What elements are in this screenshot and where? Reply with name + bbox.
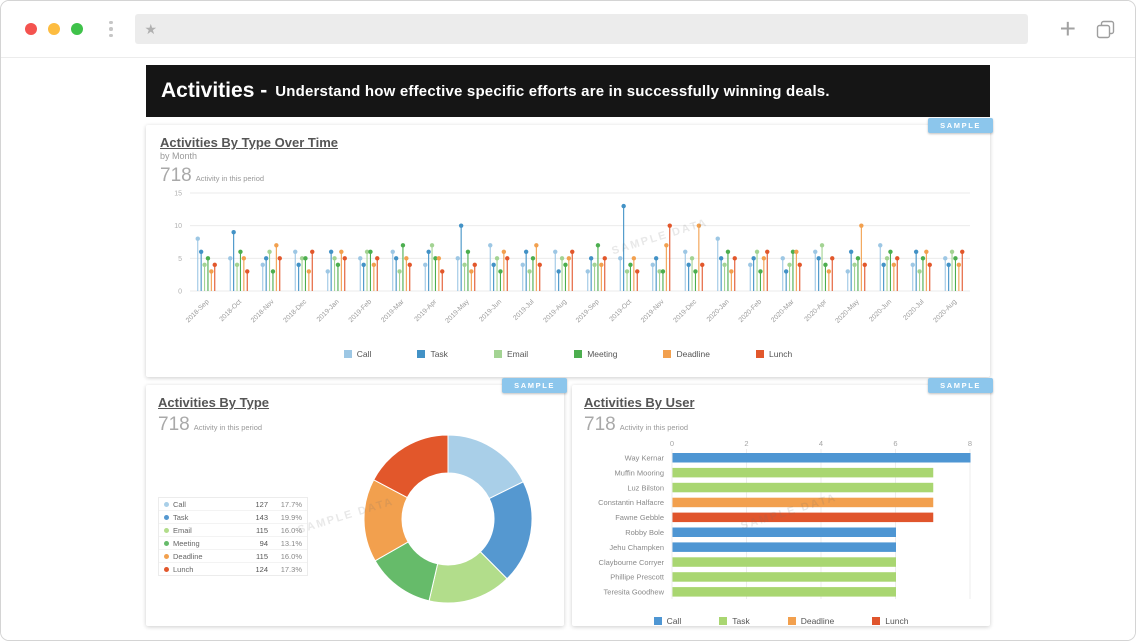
activities-over-time-chart: 0 5 10 15 2018-Sep 2018-Oct 2018-Nov 2018-Dec 20… xyxy=(174,191,970,325)
svg-text:2019-Feb: 2019-Feb xyxy=(348,298,374,324)
svg-text:2018-Nov: 2018-Nov xyxy=(250,298,276,324)
sample-badge: SAMPLE xyxy=(502,378,567,393)
legend-item-lunch: Lunch xyxy=(872,616,908,626)
svg-text:2018-Sep: 2018-Sep xyxy=(185,298,211,324)
svg-text:Teresita Goodhew: Teresita Goodhew xyxy=(604,588,665,597)
card-subtitle-by-month: by Month xyxy=(160,151,198,161)
activities-by-type-donut-chart xyxy=(363,434,533,604)
bookmark-star-icon[interactable]: ★ xyxy=(144,21,158,37)
svg-text:Jehu Champken: Jehu Champken xyxy=(609,543,664,552)
type-legend-row-meeting: Meeting 94 13.1% xyxy=(159,537,307,550)
card-title-over-time: Activities By Type Over Time xyxy=(160,135,338,150)
new-tab-button[interactable]: + xyxy=(1059,13,1076,44)
svg-text:2019-Mar: 2019-Mar xyxy=(380,298,406,324)
svg-text:Claybourne Corryer: Claybourne Corryer xyxy=(599,558,665,567)
by-user-legend: Call Task Deadline Lunch xyxy=(584,616,978,626)
svg-text:15: 15 xyxy=(174,191,182,198)
svg-text:2020-Mar: 2020-Mar xyxy=(770,298,796,324)
card-title-by-type: Activities By Type xyxy=(158,395,270,410)
type-legend-row-email: Email 115 16.0% xyxy=(159,524,307,537)
svg-text:2020-May: 2020-May xyxy=(834,298,861,325)
svg-text:2018-Oct: 2018-Oct xyxy=(218,298,243,323)
svg-text:2020-Jun: 2020-Jun xyxy=(868,298,893,323)
svg-text:8: 8 xyxy=(968,439,972,448)
window-controls xyxy=(25,23,83,35)
svg-text:2020-Feb: 2020-Feb xyxy=(738,298,764,324)
sample-badge: SAMPLE xyxy=(928,118,993,133)
svg-text:2019-May: 2019-May xyxy=(444,298,471,325)
svg-text:2019-Sep: 2019-Sep xyxy=(575,298,601,324)
svg-text:Phillipe Prescott: Phillipe Prescott xyxy=(610,573,665,582)
page-title: Activities - xyxy=(161,79,268,102)
svg-text:2020-Aug: 2020-Aug xyxy=(932,298,958,324)
svg-text:Way Kernar: Way Kernar xyxy=(625,454,665,463)
activities-by-user-bar-chart: 0 2 4 6 8 Way Kernar Muffin Mooring Luz Bilston… xyxy=(598,439,972,599)
card-activities-by-type: SAMPLE Activities By Type 718 Activity in… xyxy=(146,378,567,626)
total-activity-count: 718 Activity in this period xyxy=(160,165,265,186)
svg-text:5: 5 xyxy=(178,256,182,263)
type-legend-row-task: Task 143 19.9% xyxy=(159,511,307,524)
legend-item-email: Email xyxy=(493,349,528,359)
page-header: Activities - Understand how effective sp… xyxy=(146,65,990,117)
address-bar[interactable]: ★ xyxy=(134,14,1028,44)
minimize-window-button[interactable] xyxy=(48,23,60,35)
tab-overview-icon[interactable] xyxy=(1096,20,1115,39)
svg-text:2019-Oct: 2019-Oct xyxy=(608,298,633,323)
svg-text:Luz Bilston: Luz Bilston xyxy=(627,483,664,492)
legend-item-call: Call xyxy=(343,349,371,359)
svg-text:Fawne Gebble: Fawne Gebble xyxy=(615,513,664,522)
legend-item-lunch: Lunch xyxy=(756,349,792,359)
svg-text:2020-Jan: 2020-Jan xyxy=(706,298,731,323)
browser-toolbar: ★ + xyxy=(1,1,1135,58)
type-legend-row-deadline: Deadline 115 16.0% xyxy=(159,550,307,563)
page-subtitle: Understand how effective specific effort… xyxy=(275,82,830,100)
svg-text:2019-Apr: 2019-Apr xyxy=(413,298,438,323)
svg-text:2019-Dec: 2019-Dec xyxy=(672,298,698,324)
svg-text:2019-Nov: 2019-Nov xyxy=(640,298,666,324)
svg-text:Robby Bole: Robby Bole xyxy=(625,528,664,537)
svg-text:6: 6 xyxy=(893,439,897,448)
svg-text:Constantin Halfacre: Constantin Halfacre xyxy=(598,498,664,507)
svg-text:0: 0 xyxy=(178,289,182,296)
svg-text:4: 4 xyxy=(819,439,823,448)
legend-item-task: Task xyxy=(719,616,750,626)
svg-text:2020-Jul: 2020-Jul xyxy=(902,298,926,322)
close-window-button[interactable] xyxy=(25,23,37,35)
legend-item-task: Task xyxy=(417,349,448,359)
over-time-legend: Call Task Email Meeting Deadline Lunch xyxy=(160,349,976,359)
card-activities-by-user: SAMPLE Activities By User 718 Activity in… xyxy=(572,378,993,626)
svg-text:2020-Apr: 2020-Apr xyxy=(803,298,828,323)
maximize-window-button[interactable] xyxy=(71,23,83,35)
type-legend-row-call: Call 127 17.7% xyxy=(159,498,307,511)
svg-text:Muffin Mooring: Muffin Mooring xyxy=(615,468,664,477)
svg-text:2019-Jul: 2019-Jul xyxy=(512,298,536,322)
browser-menu-icon[interactable] xyxy=(109,20,113,38)
svg-text:2019-Aug: 2019-Aug xyxy=(542,298,568,324)
svg-text:2: 2 xyxy=(744,439,748,448)
page-body: Activities - Understand how effective sp… xyxy=(1,58,1135,640)
card-title-by-user: Activities By User xyxy=(584,395,695,410)
legend-item-meeting: Meeting xyxy=(574,349,617,359)
svg-text:10: 10 xyxy=(174,223,182,230)
legend-item-deadline: Deadline xyxy=(663,349,710,359)
total-activity-count: 718 Activity in this period xyxy=(584,414,689,435)
total-activity-count: 718 Activity in this period xyxy=(158,414,263,435)
legend-item-call: Call xyxy=(653,616,681,626)
by-type-legend-table: Call 127 17.7% Task 143 19.9% Email 115 16.0% Mee… xyxy=(158,497,308,576)
legend-item-deadline: Deadline xyxy=(787,616,834,626)
svg-text:2018-Dec: 2018-Dec xyxy=(282,298,308,324)
svg-text:2019-Jan: 2019-Jan xyxy=(316,298,341,323)
type-legend-row-lunch: Lunch 124 17.3% xyxy=(159,563,307,575)
svg-text:0: 0 xyxy=(670,439,674,448)
sample-badge: SAMPLE xyxy=(928,378,993,393)
svg-text:2019-Jun: 2019-Jun xyxy=(478,298,503,323)
card-activities-over-time: SAMPLE Activities By Type Over Time by M… xyxy=(146,118,993,377)
